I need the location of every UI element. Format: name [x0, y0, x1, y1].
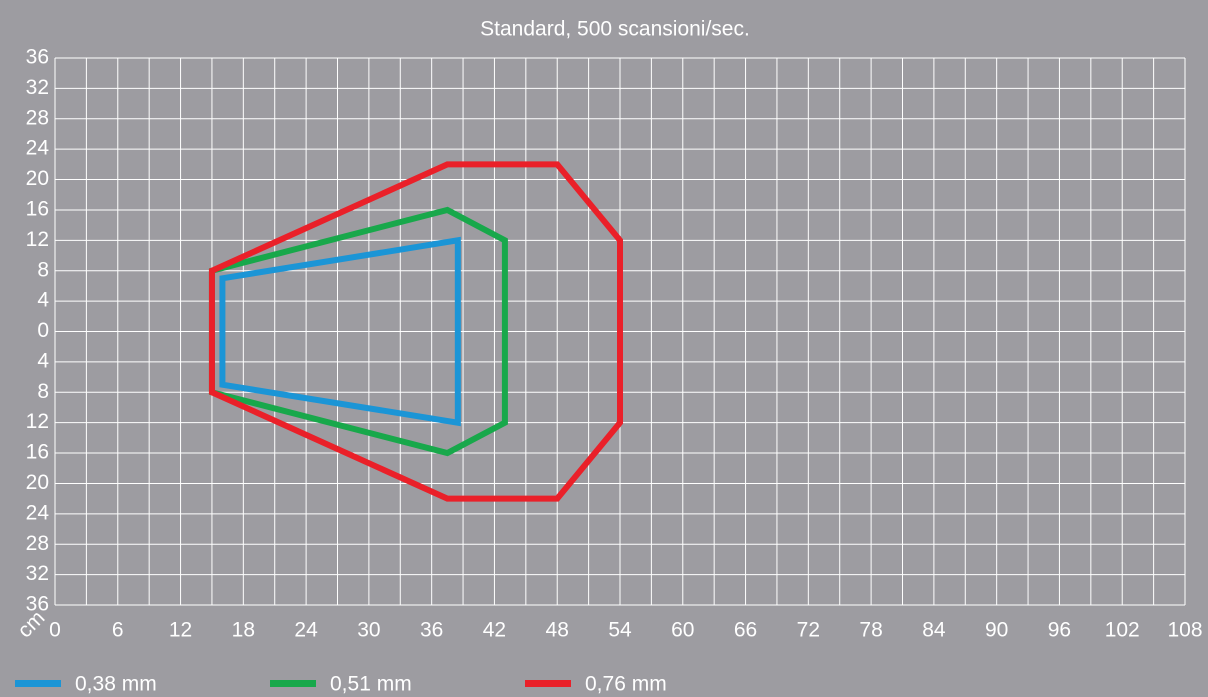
legend-label: 0,76 mm [585, 673, 667, 696]
reading-field [208, 161, 623, 502]
y-tick-label: 0 [37, 319, 49, 342]
y-tick-label: 16 [26, 441, 49, 464]
y-tick-label: 32 [26, 76, 49, 99]
y-tick-label: 24 [26, 501, 50, 524]
y-tick-label: 36 [26, 593, 49, 616]
y-tick-label: 4 [37, 289, 49, 312]
legend-label: 0,38 mm [75, 673, 157, 696]
y-tick-label: 4 [37, 349, 49, 372]
x-tick-label: 102 [1105, 619, 1140, 642]
x-tick-label: 84 [922, 619, 946, 642]
legend-label: 0,51 mm [330, 673, 412, 696]
y-tick-label: 28 [26, 532, 49, 555]
x-tick-label: 30 [357, 619, 380, 642]
x-tick-label: 24 [294, 619, 318, 642]
y-tick-label: 36 [26, 46, 49, 69]
y-tick-label: 12 [26, 228, 49, 251]
x-tick-label: 72 [797, 619, 820, 642]
x-tick-label: 48 [546, 619, 569, 642]
y-tick-label: 28 [26, 106, 49, 129]
x-tick-label: 60 [671, 619, 694, 642]
legend-swatch [270, 680, 316, 687]
y-tick-label: 16 [26, 197, 49, 220]
y-tick-label: 8 [37, 380, 49, 403]
y-tick-label: 12 [26, 410, 49, 433]
x-tick-label: 0 [49, 619, 61, 642]
y-tick-label: 20 [26, 471, 49, 494]
legend-swatch [15, 680, 61, 687]
x-tick-label: 36 [420, 619, 443, 642]
chart-title: Standard, 500 scansioni/sec. [480, 18, 750, 41]
y-tick-label: 32 [26, 562, 49, 585]
x-tick-label: 66 [734, 619, 757, 642]
x-tick-label: 78 [859, 619, 882, 642]
x-tick-label: 96 [1048, 619, 1071, 642]
reading-field [219, 236, 461, 427]
y-tick-label: 8 [37, 258, 49, 281]
x-tick-label: 18 [232, 619, 255, 642]
x-tick-label: 12 [169, 619, 192, 642]
x-tick-label: 108 [1167, 619, 1202, 642]
legend-swatch [525, 680, 571, 687]
x-tick-label: 42 [483, 619, 506, 642]
x-tick-label: 54 [608, 619, 632, 642]
x-tick-label: 6 [112, 619, 124, 642]
x-tick-label: 90 [985, 619, 1008, 642]
y-tick-label: 20 [26, 167, 49, 190]
y-tick-label: 24 [26, 137, 50, 160]
